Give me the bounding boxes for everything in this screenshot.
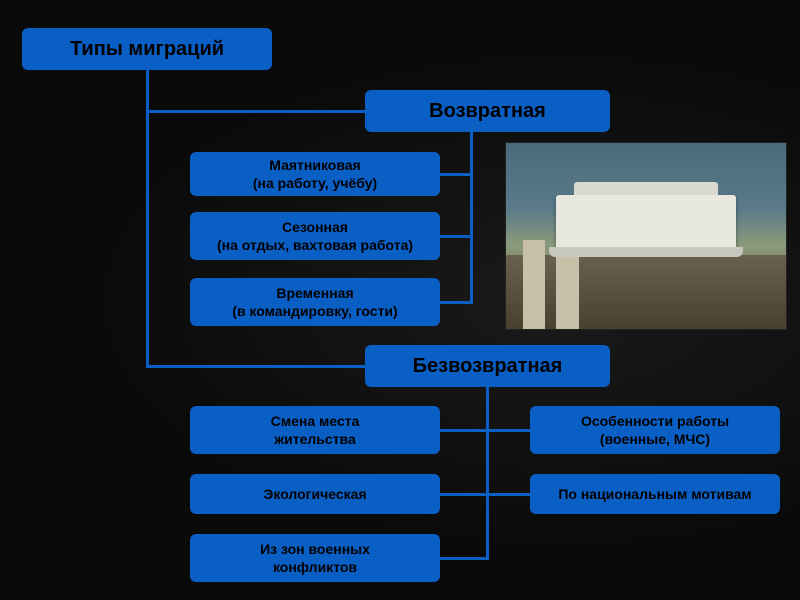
connector-cat1-spine xyxy=(470,132,473,302)
cat2-left-item-2: Экологическая xyxy=(190,474,440,514)
category1-box: Возвратная xyxy=(365,90,610,132)
connector-to-cat1 xyxy=(146,110,365,113)
cat2-l2-text: Экологическая xyxy=(263,485,366,503)
cat2-left-item-3: Из зон военных конфликтов xyxy=(190,534,440,582)
title-text: Типы миграций xyxy=(70,38,224,61)
column-shape xyxy=(523,240,545,329)
category2-box: Безвозвратная xyxy=(365,345,610,387)
connector-to-cat2 xyxy=(146,365,365,368)
connector-cat2-l3 xyxy=(440,557,489,560)
cat1-item-1: Маятниковая (на работу, учёбу) xyxy=(190,152,440,196)
category1-label: Возвратная xyxy=(429,100,546,123)
cat1-item2-text: Сезонная (на отдых, вахтовая работа) xyxy=(217,218,413,254)
connector-cat2-r2 xyxy=(486,493,530,496)
cat1-item3-text: Временная (в командировку, гости) xyxy=(232,284,397,320)
cat1-item-3: Временная (в командировку, гости) xyxy=(190,278,440,326)
connector-trunk xyxy=(146,70,149,367)
ship-shape xyxy=(556,195,735,247)
cat2-l1-text: Смена места жительства xyxy=(271,412,360,448)
connector-cat2-l1 xyxy=(440,429,489,432)
title-box: Типы миграций xyxy=(22,28,272,70)
cat2-right-item-2: По национальным мотивам xyxy=(530,474,780,514)
connector-cat2-spine xyxy=(486,387,489,557)
connector-cat2-r1 xyxy=(486,429,530,432)
cat2-r1-text: Особенности работы (военные, МЧС) xyxy=(581,412,729,448)
connector-cat1-i2 xyxy=(440,235,473,238)
cat2-right-item-1: Особенности работы (военные, МЧС) xyxy=(530,406,780,454)
connector-cat1-i1 xyxy=(440,173,473,176)
connector-cat2-l2 xyxy=(440,493,489,496)
pier-shape xyxy=(506,255,786,329)
cat1-item-2: Сезонная (на отдых, вахтовая работа) xyxy=(190,212,440,260)
cat2-r2-text: По национальным мотивам xyxy=(558,485,751,503)
connector-cat1-i3 xyxy=(440,301,473,304)
illustration-image xyxy=(505,142,787,330)
cat1-item1-text: Маятниковая (на работу, учёбу) xyxy=(253,156,377,192)
category2-label: Безвозвратная xyxy=(413,355,563,378)
cat2-left-item-1: Смена места жительства xyxy=(190,406,440,454)
cat2-l3-text: Из зон военных конфликтов xyxy=(260,540,370,576)
